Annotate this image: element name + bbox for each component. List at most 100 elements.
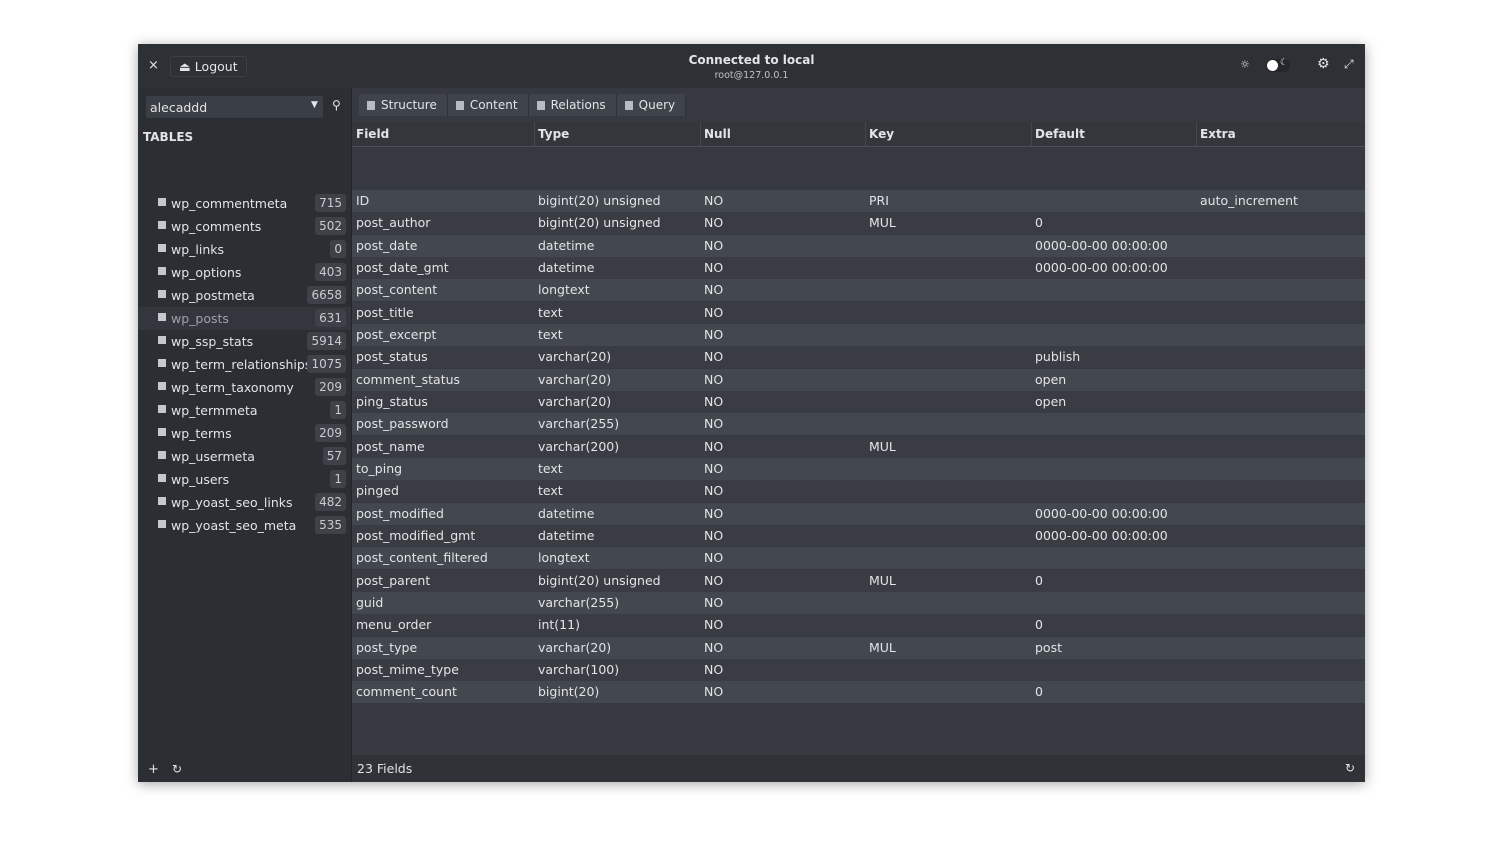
table-cell: NO: [704, 460, 724, 476]
close-button[interactable]: ×: [148, 58, 159, 73]
main-panel: Structure Content Relations Query Field Type…: [352, 88, 1365, 782]
table-item[interactable]: wp_posts 631: [138, 307, 351, 330]
table-cell: NO: [704, 282, 724, 298]
table-cell: comment_count: [356, 684, 457, 700]
tab[interactable]: Relations: [528, 94, 617, 116]
table-name: wp_yoast_seo_meta: [171, 518, 297, 533]
tab-bar: Structure Content Relations Query: [359, 94, 687, 116]
table-name: wp_term_taxonomy: [171, 380, 294, 395]
logout-button[interactable]: ⏏ Logout: [170, 56, 247, 77]
theme-toggle[interactable]: ☾: [1266, 58, 1290, 72]
tab[interactable]: Structure: [359, 94, 448, 116]
table-cell: NO: [704, 438, 724, 454]
column-divider: [1031, 122, 1032, 146]
settings-button[interactable]: ⚙: [1317, 56, 1330, 72]
light-theme-icon[interactable]: ☼: [1240, 58, 1250, 71]
table-row[interactable]: post_date datetime NO 0000-00-00 00:00:00: [352, 234, 1365, 257]
table-row[interactable]: post_title text NO: [352, 301, 1365, 324]
table-row[interactable]: post_parent bigint(20) unsigned NO MUL 0: [352, 569, 1365, 592]
tab[interactable]: Query: [616, 94, 687, 116]
add-button[interactable]: +: [148, 762, 159, 777]
table-row[interactable]: post_content_filtered longtext NO: [352, 547, 1365, 570]
tab-icon: [624, 101, 633, 110]
table-item[interactable]: wp_yoast_seo_links 482: [138, 491, 351, 514]
table-icon: [158, 382, 166, 390]
table-cell: NO: [704, 661, 724, 677]
table-cell: longtext: [538, 282, 590, 298]
table-cell: post_author: [356, 215, 431, 231]
table-cell: NO: [704, 304, 724, 320]
table-cell: guid: [356, 594, 384, 610]
table-item[interactable]: wp_ssp_stats 5914: [138, 330, 351, 353]
search-button[interactable]: ⚲: [332, 98, 341, 112]
table-cell: NO: [704, 684, 724, 700]
table-item[interactable]: wp_options 403: [138, 261, 351, 284]
table-cell: post_modified: [356, 505, 444, 521]
table-cell: datetime: [538, 259, 595, 275]
table-row[interactable]: ID bigint(20) unsigned NO PRI auto_increment: [352, 190, 1365, 212]
table-row[interactable]: post_type varchar(20) NO MUL post: [352, 636, 1365, 659]
table-icon: [158, 497, 166, 505]
table-row[interactable]: post_author bigint(20) unsigned NO MUL 0: [352, 212, 1365, 235]
table-icon: [158, 336, 166, 344]
table-row[interactable]: post_modified datetime NO 0000-00-00 00:00:…: [352, 502, 1365, 525]
database-select[interactable]: alecaddd ▼: [146, 96, 323, 118]
table-item[interactable]: wp_term_relationships 1075: [138, 353, 351, 376]
table-item[interactable]: wp_commentmeta 715: [138, 192, 351, 215]
table-cell: comment_status: [356, 371, 461, 387]
table-cell: pinged: [356, 483, 399, 499]
table-item[interactable]: wp_terms 209: [138, 422, 351, 445]
fullscreen-button[interactable]: ⤢: [1344, 57, 1354, 71]
tab[interactable]: Content: [447, 94, 529, 116]
table-cell: datetime: [538, 237, 595, 253]
table-row[interactable]: post_name varchar(200) NO MUL: [352, 435, 1365, 458]
table-icon: [158, 267, 166, 275]
table-item[interactable]: wp_users 1: [138, 468, 351, 491]
table-row[interactable]: comment_status varchar(20) NO open: [352, 368, 1365, 391]
table-cell: post_excerpt: [356, 326, 437, 342]
table-row[interactable]: post_status varchar(20) NO publish: [352, 346, 1365, 369]
table-cell: text: [538, 483, 563, 499]
table-row[interactable]: post_excerpt text NO: [352, 323, 1365, 346]
table-item[interactable]: wp_comments 502: [138, 215, 351, 238]
table-cell: open: [1035, 393, 1067, 409]
table-header: Field Type Null Key Default Extra: [352, 122, 1365, 147]
table-cell: MUL: [869, 572, 896, 588]
table-cell: post_title: [356, 304, 414, 320]
table-icon: [158, 520, 166, 528]
table-item[interactable]: wp_links 0: [138, 238, 351, 261]
column-header: Default: [1035, 127, 1085, 141]
column-header: Key: [869, 127, 895, 141]
row-count: 403: [315, 263, 346, 281]
table-row[interactable]: to_ping text NO: [352, 457, 1365, 480]
table-row[interactable]: comment_count bigint(20) NO 0: [352, 681, 1365, 704]
table-row[interactable]: menu_order int(11) NO 0: [352, 614, 1365, 637]
tab-icon: [455, 101, 464, 110]
table-row[interactable]: post_password varchar(255) NO: [352, 413, 1365, 436]
table-row[interactable]: post_modified_gmt datetime NO 0000-00-00 00…: [352, 524, 1365, 547]
table-cell: varchar(20): [538, 349, 612, 365]
table-row[interactable]: ping_status varchar(20) NO open: [352, 390, 1365, 413]
table-item[interactable]: wp_yoast_seo_meta 535: [138, 514, 351, 537]
table-row[interactable]: post_content longtext NO: [352, 279, 1365, 302]
table-item[interactable]: wp_postmeta 6658: [138, 284, 351, 307]
table-item[interactable]: wp_usermeta 57: [138, 445, 351, 468]
table-row[interactable]: post_mime_type varchar(100) NO: [352, 658, 1365, 681]
refresh-button[interactable]: ↻: [172, 762, 183, 776]
status-bar: 23 Fields ↻: [352, 755, 1365, 782]
table-row[interactable]: guid varchar(255) NO: [352, 591, 1365, 614]
row-count: 5914: [307, 332, 346, 350]
table-cell: NO: [704, 527, 724, 543]
table-cell: post_password: [356, 416, 449, 432]
tab-label: Query: [638, 98, 676, 112]
table-row[interactable]: pinged text NO: [352, 480, 1365, 503]
table-item[interactable]: wp_term_taxonomy 209: [138, 376, 351, 399]
table-icon: [158, 405, 166, 413]
column-header: Extra: [1200, 127, 1236, 141]
row-count: 209: [315, 378, 346, 396]
reload-button[interactable]: ↻: [1345, 761, 1356, 775]
table-item[interactable]: wp_termmeta 1: [138, 399, 351, 422]
table-icon: [158, 290, 166, 298]
table-row[interactable]: post_date_gmt datetime NO 0000-00-00 00:00:…: [352, 256, 1365, 279]
table-cell: post: [1035, 639, 1062, 655]
